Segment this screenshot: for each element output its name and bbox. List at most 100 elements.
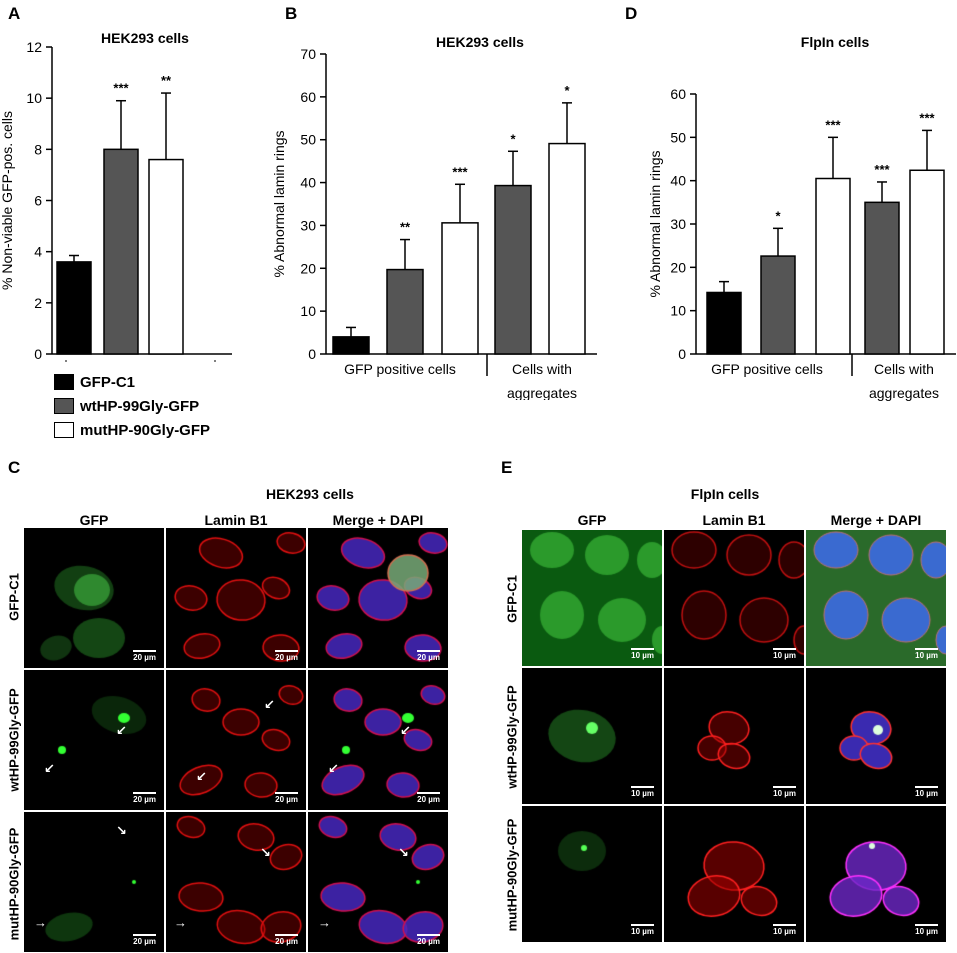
scale-bar-label: 20 µm (417, 795, 440, 804)
panel-c-tile-wthp-99gly-gfp-merge: 20 µm ↙ ↙ (308, 670, 448, 810)
legend-label: mutHP-90Gly-GFP (80, 421, 211, 439)
bar (494, 184, 532, 355)
y-tick-label: 12 (26, 39, 42, 55)
y-tick-label: 50 (300, 132, 316, 148)
significance-label: * (564, 83, 570, 98)
scale-bar-label: 10 µm (631, 927, 654, 936)
scale-bar-line (773, 786, 796, 788)
scale-bar-line (631, 786, 654, 788)
micrograph-image (308, 812, 448, 952)
y-tick-label: 0 (308, 346, 316, 362)
arrow-indicator: → (174, 915, 187, 930)
y-tick-label: 8 (34, 141, 42, 157)
scale-bar: 20 µm (417, 650, 440, 662)
scale-bar-line (417, 792, 440, 794)
panel-c-title: HEK293 cells (266, 486, 354, 502)
scale-bar: 10 µm (631, 924, 654, 936)
scale-bar: 10 µm (773, 924, 796, 936)
y-tick-label: 10 (300, 303, 316, 319)
scale-bar-line (773, 924, 796, 926)
significance-label: * (775, 208, 781, 223)
bar (760, 255, 796, 355)
scale-bar: 20 µm (417, 792, 440, 804)
scale-bar-line (631, 924, 654, 926)
scale-bar-line (275, 650, 298, 652)
scale-bar-line (133, 650, 156, 652)
panel-c-tile-wthp-99gly-gfp-lamin: 20 µm ↙ ↙ (166, 670, 306, 810)
panel-c-tile-gfp-c1-merge: 20 µm (308, 528, 448, 668)
bar (332, 336, 370, 355)
y-tick-label: 40 (670, 173, 686, 189)
micrograph-image (806, 668, 946, 804)
legend-swatch (54, 374, 74, 390)
chart-b-title: HEK293 cells (436, 34, 524, 50)
micrograph-image (664, 530, 804, 666)
arrow-indicator: ↙ (264, 697, 275, 712)
legend: GFP-C1 wtHP-99Gly-GFP mutHP-90Gly-GFP (54, 372, 210, 440)
micrograph-image (522, 668, 662, 804)
panel-e-title: FlpIn cells (690, 486, 760, 502)
legend-label: wtHP-99Gly-GFP (80, 397, 200, 415)
bar (56, 261, 92, 355)
panel-c-row-mut: mutHP-90Gly-GFP (6, 827, 22, 941)
panel-e-tile-wthp-99gly-gfp-merge: 10 µm (806, 668, 946, 804)
scale-bar-line (915, 924, 938, 926)
significance-label: *** (113, 81, 129, 96)
micrograph-image (166, 670, 306, 810)
micrograph-image (308, 670, 448, 810)
scale-bar-label: 10 µm (773, 651, 796, 660)
panel-label-b: B (285, 4, 298, 23)
scale-bar: 10 µm (915, 924, 938, 936)
y-axis-label: % Non-viable GFP-pos. cells (0, 111, 15, 290)
significance-label: *** (919, 110, 935, 125)
bar (909, 169, 945, 355)
scale-bar-label: 20 µm (133, 937, 156, 946)
arrow-indicator: ↘ (398, 845, 409, 860)
panel-e-row-mut: mutHP-90Gly-GFP (504, 818, 520, 932)
y-tick-label: 0 (34, 346, 42, 362)
bar (103, 148, 139, 355)
legend-swatch (54, 398, 74, 414)
bar (441, 222, 479, 355)
group-label: aggregates (507, 385, 577, 400)
micrograph-image (664, 668, 804, 804)
panel-e-col-lamin: Lamin B1 (702, 512, 766, 528)
panel-c-tile-muthp-90gly-gfp-merge: 20 µm ↘ → (308, 812, 448, 952)
panel-c-col-gfp: GFP (79, 512, 109, 528)
panel-e-tile-gfp-c1-lamin: 10 µm (664, 530, 804, 666)
scale-bar: 20 µm (275, 792, 298, 804)
legend-item-gfp-c1: GFP-C1 (54, 372, 210, 392)
scale-bar-line (275, 934, 298, 936)
scale-bar-label: 20 µm (417, 653, 440, 662)
y-tick-label: 0 (678, 346, 686, 362)
panel-e-tile-wthp-99gly-gfp-lamin: 10 µm (664, 668, 804, 804)
scale-bar: 10 µm (631, 648, 654, 660)
group-label: GFP positive cells (711, 361, 823, 377)
scale-bar: 20 µm (275, 650, 298, 662)
scale-bar-label: 20 µm (133, 653, 156, 662)
y-tick-label: 4 (34, 244, 42, 260)
y-tick-label: 6 (34, 193, 42, 209)
bar (548, 142, 586, 355)
y-tick-label: 60 (670, 86, 686, 102)
group-label: Cells with (874, 361, 934, 377)
panel-e-tile-muthp-90gly-gfp-lamin: 10 µm (664, 806, 804, 942)
scale-bar-line (773, 648, 796, 650)
arrow-indicator: ↙ (328, 761, 339, 776)
legend-item-mut: mutHP-90Gly-GFP (54, 420, 210, 440)
micrograph-image (24, 670, 164, 810)
y-tick-label: 50 (670, 129, 686, 145)
panel-e-row-gfp-c1: GFP-C1 (504, 575, 520, 623)
y-tick-label: 40 (300, 175, 316, 191)
scale-bar-line (133, 934, 156, 936)
scale-bar: 20 µm (133, 650, 156, 662)
scale-bar-label: 20 µm (275, 795, 298, 804)
bar (864, 201, 900, 355)
arrow-indicator: → (318, 915, 331, 930)
panel-e-tile-muthp-90gly-gfp-merge: 10 µm (806, 806, 946, 942)
scale-bar: 20 µm (133, 792, 156, 804)
panel-label-e: E (501, 458, 513, 477)
